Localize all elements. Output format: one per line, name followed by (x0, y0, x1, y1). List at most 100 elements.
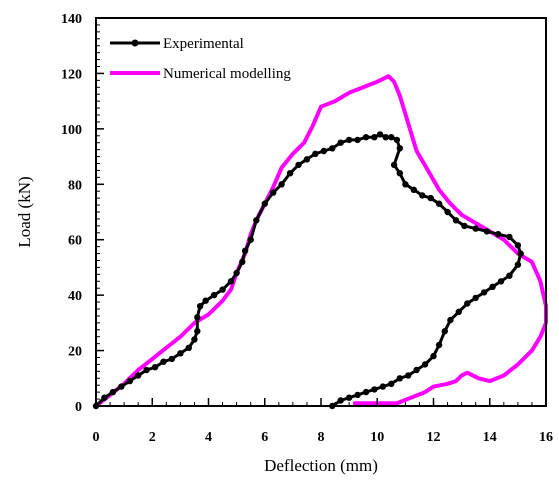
data-point-experimental (286, 170, 294, 177)
x-tick-label: 16 (539, 430, 553, 445)
data-point-experimental (405, 372, 412, 379)
x-tick-label: 6 (261, 430, 268, 445)
data-point-experimental (517, 250, 524, 257)
data-point-experimental (382, 134, 389, 141)
data-point-experimental (497, 278, 505, 285)
data-point-experimental (489, 283, 496, 290)
legend-label-numerical: Numerical modelling (163, 66, 291, 82)
data-point-experimental (160, 358, 167, 365)
x-axis-ticks: 0 2 4 6 8 10 12 14 16 (93, 398, 553, 445)
data-point-experimental (402, 181, 409, 188)
data-point-experimental (483, 228, 491, 235)
data-point-experimental (337, 397, 344, 404)
data-point-experimental (151, 364, 159, 371)
x-axis-title: Deflection (mm) (264, 456, 378, 475)
data-point-experimental (413, 366, 420, 374)
y-tick-label: 80 (68, 178, 82, 193)
x-tick-label: 12 (427, 430, 441, 445)
data-point-experimental (320, 147, 327, 155)
x-tick-label: 2 (149, 430, 156, 445)
data-point-experimental (135, 372, 142, 379)
legend-marker-experimental (131, 39, 139, 47)
data-point-experimental (390, 161, 398, 169)
data-point-experimental (427, 194, 434, 202)
data-point-experimental (495, 231, 502, 238)
data-point-experimental (376, 131, 384, 138)
y-tick-label: 120 (61, 67, 82, 82)
data-point-experimental (210, 291, 218, 299)
data-point-experimental (371, 386, 378, 393)
data-point-experimental (371, 134, 378, 141)
data-point-experimental (168, 355, 176, 363)
data-point-experimental (441, 328, 448, 335)
data-point-experimental (202, 297, 209, 304)
data-point-experimental (461, 222, 468, 230)
data-point-experimental (419, 192, 426, 199)
data-point-experimental (362, 134, 370, 141)
data-point-experimental (101, 394, 108, 401)
data-point-experimental (354, 391, 361, 399)
y-tick-label: 40 (68, 289, 82, 304)
data-point-experimental (435, 200, 443, 207)
data-point-experimental (480, 289, 488, 296)
data-point-experimental (506, 272, 513, 279)
data-point-experimental (455, 308, 462, 315)
data-point-experimental (464, 300, 471, 307)
data-point-experimental (514, 242, 522, 249)
x-tick-label: 8 (318, 430, 325, 445)
data-point-experimental (410, 186, 417, 193)
data-point-experimental (295, 161, 302, 169)
data-point-experimental (393, 136, 401, 144)
data-point-experimental (337, 139, 344, 146)
data-point-experimental (506, 233, 513, 241)
data-point-experimental (241, 247, 249, 254)
data-point-experimental (435, 341, 443, 349)
legend-label-experimental: Experimental (163, 36, 244, 52)
data-point-experimental (239, 258, 246, 266)
x-tick-label: 4 (205, 430, 212, 445)
data-point-experimental (270, 189, 277, 196)
data-point-experimental (194, 328, 201, 335)
series-line-experimental (94, 132, 523, 408)
data-point-experimental (514, 261, 522, 268)
data-point-experimental (388, 380, 395, 387)
data-point-experimental (233, 269, 240, 277)
data-point-experimental (472, 225, 479, 232)
data-point-experimental (472, 294, 479, 302)
data-point-experimental (329, 145, 336, 152)
series-line-numerical (94, 74, 548, 408)
y-tick-label: 140 (61, 12, 82, 27)
data-point-experimental (194, 314, 201, 321)
data-point-experimental (109, 388, 117, 396)
data-point-experimental (185, 344, 192, 351)
data-point-experimental (219, 286, 226, 293)
data-point-experimental (388, 134, 395, 141)
x-tick-label: 14 (483, 430, 497, 445)
legend: Experimental Numerical modelling (110, 36, 291, 82)
data-point-experimental (126, 377, 133, 385)
data-point-experimental (227, 278, 235, 285)
data-point-experimental (354, 136, 361, 144)
data-point-experimental (396, 170, 403, 177)
data-point-experimental (396, 375, 403, 382)
data-point-experimental (362, 388, 370, 396)
data-point-experimental (247, 236, 254, 243)
data-point-experimental (312, 150, 319, 157)
y-tick-label: 20 (68, 345, 82, 360)
y-tick-label: 60 (68, 234, 82, 249)
data-point-experimental (196, 303, 204, 310)
data-point-experimental (143, 366, 150, 374)
y-axis-title: Load (kN) (15, 176, 34, 247)
data-point-experimental (253, 217, 260, 224)
data-point-experimental (447, 316, 454, 324)
data-point-experimental (191, 336, 198, 343)
data-point-experimental (345, 136, 353, 144)
y-tick-label: 0 (75, 400, 82, 415)
x-tick-label: 0 (93, 430, 100, 445)
data-point-experimental (303, 156, 311, 163)
data-point-experimental (421, 361, 429, 368)
series-layer (92, 74, 548, 410)
data-point-experimental (261, 200, 268, 207)
